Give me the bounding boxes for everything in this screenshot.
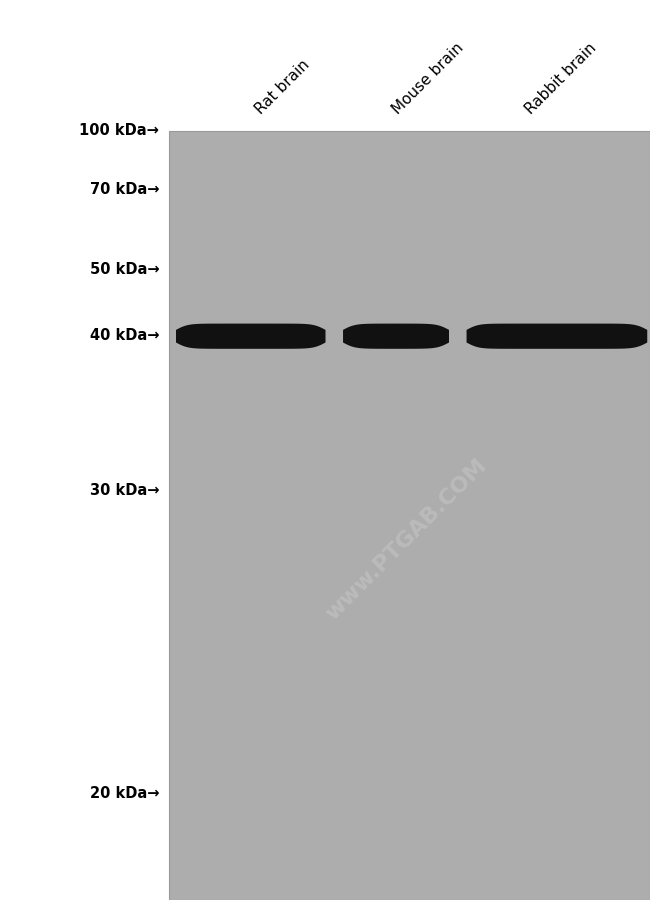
Text: 50 kDa→: 50 kDa→	[90, 263, 159, 277]
Text: Mouse brain: Mouse brain	[389, 40, 466, 117]
Text: 70 kDa→: 70 kDa→	[90, 182, 159, 196]
Text: Rat brain: Rat brain	[253, 57, 313, 117]
Text: 100 kDa→: 100 kDa→	[79, 123, 159, 138]
Text: 30 kDa→: 30 kDa→	[90, 483, 159, 498]
Bar	[169, 130, 650, 900]
Text: 40 kDa→: 40 kDa→	[90, 328, 159, 343]
Text: Rabbit brain: Rabbit brain	[523, 40, 599, 117]
Text: www.PTGAB.COM: www.PTGAB.COM	[322, 455, 491, 625]
Text: 20 kDa→: 20 kDa→	[90, 787, 159, 801]
